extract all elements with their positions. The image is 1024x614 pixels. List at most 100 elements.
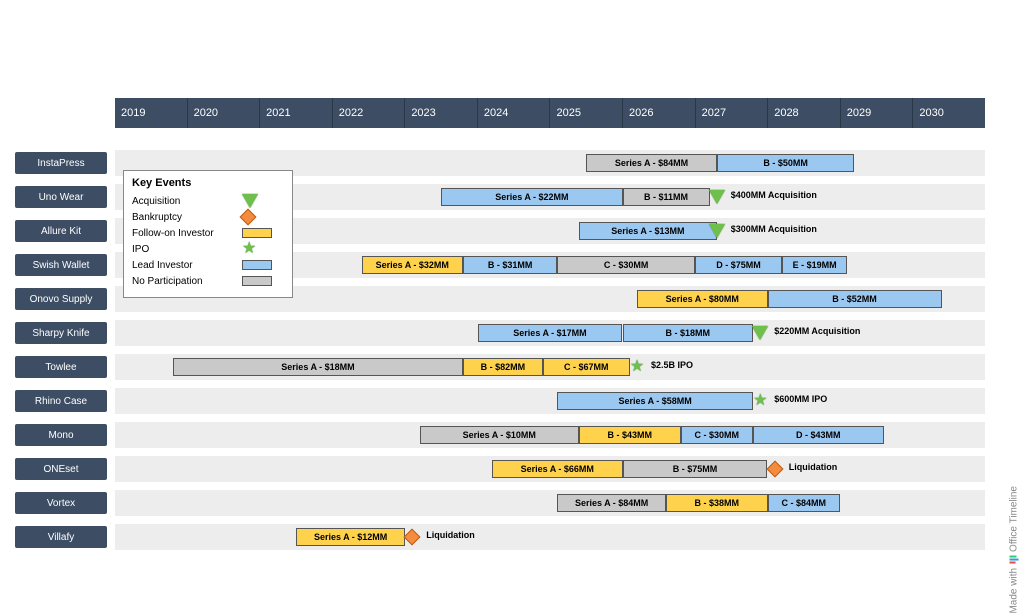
year-label: 2029 — [840, 98, 913, 128]
funding-bar: Series A - $58MM — [557, 392, 753, 410]
year-label: 2021 — [259, 98, 332, 128]
funding-bar: Series A - $13MM — [579, 222, 717, 240]
row-track: Series A - $10MMB - $43MMC - $30MMD - $4… — [115, 422, 985, 448]
legend-label: IPO — [132, 244, 242, 255]
ipo-icon: ★ — [752, 391, 768, 411]
row-label: Uno Wear — [15, 186, 107, 208]
gantt-row: Towlee Series A - $18MMB - $82MMC - $67MM… — [15, 354, 985, 380]
legend-item: Bankruptcy — [132, 209, 284, 225]
funding-bar: B - $38MM — [666, 494, 768, 512]
row-label: Vortex — [15, 492, 107, 514]
row-label: Rhino Case — [15, 390, 107, 412]
row-track: Series A - $17MMB - $18MM $220MM Acquisit… — [115, 320, 985, 346]
funding-bar: B - $31MM — [463, 256, 557, 274]
funding-bar: Series A - $22MM — [441, 188, 622, 206]
legend-swatch — [242, 260, 272, 270]
funding-bar: B - $75MM — [623, 460, 768, 478]
row-label: Onovo Supply — [15, 288, 107, 310]
funding-bar: Series A - $32MM — [362, 256, 464, 274]
funding-bar: Series A - $12MM — [296, 528, 405, 546]
legend-swatch — [242, 276, 272, 286]
funding-bar: B - $52MM — [768, 290, 942, 308]
legend-title: Key Events — [132, 177, 284, 189]
event-label: $600MM IPO — [774, 394, 827, 404]
year-label: 2019 — [115, 98, 187, 128]
funding-bar: E - $19MM — [782, 256, 847, 274]
row-label: Mono — [15, 424, 107, 446]
row-label: Allure Kit — [15, 220, 107, 242]
event-label: Liquidation — [789, 462, 838, 472]
ipo-icon: ★ — [242, 241, 256, 257]
legend-label: Acquisition — [132, 196, 242, 207]
row-track: Series A - $12MM Liquidation — [115, 524, 985, 550]
brand-icon — [1010, 556, 1019, 564]
year-label: 2027 — [695, 98, 768, 128]
legend-item: IPO★ — [132, 241, 284, 257]
bankruptcy-icon — [240, 209, 257, 226]
year-label: 2028 — [767, 98, 840, 128]
year-label: 2022 — [332, 98, 405, 128]
row-track: Series A - $84MMB - $38MMC - $84MM — [115, 490, 985, 516]
row-track: Series A - $18MMB - $82MMC - $67MM★ $2.5B… — [115, 354, 985, 380]
year-label: 2025 — [549, 98, 622, 128]
acquisition-icon — [709, 187, 725, 207]
funding-bar: C - $30MM — [681, 426, 753, 444]
gantt-row: Sharpy Knife Series A - $17MMB - $18MM $22… — [15, 320, 985, 346]
funding-bar: Series A - $17MM — [478, 324, 623, 342]
acquisition-icon — [242, 194, 258, 208]
gantt-row: Mono Series A - $10MMB - $43MMC - $30MMD … — [15, 422, 985, 448]
legend-item: Acquisition — [132, 193, 284, 209]
row-label: Villafy — [15, 526, 107, 548]
legend-swatch — [242, 228, 272, 238]
legend-label: Bankruptcy — [132, 212, 242, 223]
bankruptcy-icon — [767, 459, 783, 479]
funding-bar: Series A - $66MM — [492, 460, 623, 478]
gantt-row: ONEset Series A - $66MMB - $75MM Liquidati… — [15, 456, 985, 482]
funding-bar: C - $30MM — [557, 256, 695, 274]
row-label: Sharpy Knife — [15, 322, 107, 344]
row-label: Towlee — [15, 356, 107, 378]
legend-item: Follow-on Investor — [132, 225, 284, 241]
time-axis: 2019202020212022202320242025202620272028… — [115, 98, 985, 128]
event-label: $300MM Acquisition — [731, 224, 817, 234]
gantt-chart: 2019202020212022202320242025202620272028… — [15, 110, 985, 530]
legend-box: Key Events Acquisition Bankruptcy Follow-o… — [123, 170, 293, 298]
row-label: ONEset — [15, 458, 107, 480]
legend-item: No Participation — [132, 273, 284, 289]
acquisition-icon — [752, 323, 768, 343]
year-label: 2030 — [912, 98, 985, 128]
legend-label: No Participation — [132, 276, 242, 287]
row-track: Series A - $66MMB - $75MM Liquidation — [115, 456, 985, 482]
event-label: $400MM Acquisition — [731, 190, 817, 200]
legend-label: Lead Investor — [132, 260, 242, 271]
legend-item: Lead Investor — [132, 257, 284, 273]
funding-bar: Series A - $18MM — [173, 358, 463, 376]
year-label: 2024 — [477, 98, 550, 128]
funding-bar: B - $50MM — [717, 154, 855, 172]
gantt-row: Rhino Case Series A - $58MM★ $600MM IPO — [15, 388, 985, 414]
funding-bar: B - $11MM — [623, 188, 710, 206]
year-label: 2020 — [187, 98, 260, 128]
funding-bar: Series A - $84MM — [586, 154, 717, 172]
ipo-icon: ★ — [629, 357, 645, 377]
acquisition-icon — [709, 221, 725, 241]
funding-bar: Series A - $10MM — [420, 426, 580, 444]
row-track: Series A - $58MM★ $600MM IPO — [115, 388, 985, 414]
legend-label: Follow-on Investor — [132, 228, 242, 239]
funding-bar: Series A - $80MM — [637, 290, 768, 308]
funding-bar: B - $43MM — [579, 426, 681, 444]
bankruptcy-icon — [404, 527, 420, 547]
event-label: $220MM Acquisition — [774, 326, 860, 336]
event-label: $2.5B IPO — [651, 360, 693, 370]
event-label: Liquidation — [426, 530, 475, 540]
funding-bar: B - $82MM — [463, 358, 543, 376]
row-label: Swish Wallet — [15, 254, 107, 276]
funding-bar: C - $84MM — [768, 494, 840, 512]
funding-bar: B - $18MM — [623, 324, 754, 342]
watermark: Made with Office Timeline — [1009, 486, 1020, 614]
funding-bar: C - $67MM — [543, 358, 630, 376]
row-label: InstaPress — [15, 152, 107, 174]
year-label: 2023 — [404, 98, 477, 128]
gantt-row: Villafy Series A - $12MM Liquidation — [15, 524, 985, 550]
gantt-row: Vortex Series A - $84MMB - $38MMC - $84MM — [15, 490, 985, 516]
